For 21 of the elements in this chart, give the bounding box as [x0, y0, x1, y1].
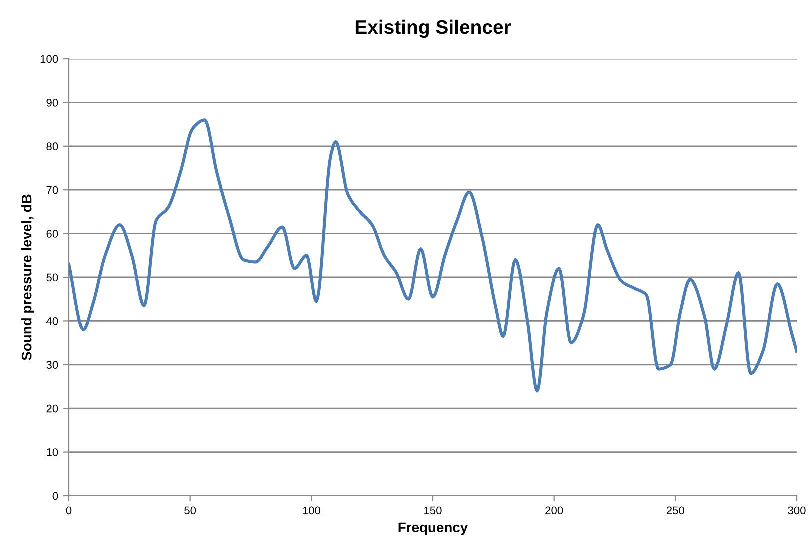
x-tick-label: 150: [424, 506, 442, 515]
x-tick-label: 100: [303, 506, 320, 515]
y-tick-label: 0: [52, 492, 58, 500]
x-tick-label: 50: [184, 506, 196, 515]
y-tick-label: 60: [46, 230, 58, 238]
y-tick-label: 100: [40, 55, 58, 64]
x-tick-label: 300: [788, 506, 806, 515]
y-tick-label: 90: [46, 98, 58, 107]
y-tick-label: 10: [47, 448, 58, 456]
y-tick-label: 40: [46, 317, 58, 326]
y-tick-label: 30: [46, 361, 58, 370]
x-tick-label: 200: [546, 506, 564, 515]
y-axis-title: Sound pressure level, dB: [22, 194, 34, 360]
y-tick-label: 70: [46, 186, 58, 194]
y-tick-label: 80: [46, 142, 58, 151]
x-tick-label: 250: [666, 506, 684, 515]
y-tick-label: 20: [46, 404, 58, 413]
x-tick-label: 0: [66, 506, 72, 515]
x-axis-title: Frequency: [398, 522, 468, 536]
chart-title: Existing Silencer: [356, 20, 512, 38]
y-tick-label: 50: [46, 274, 58, 282]
